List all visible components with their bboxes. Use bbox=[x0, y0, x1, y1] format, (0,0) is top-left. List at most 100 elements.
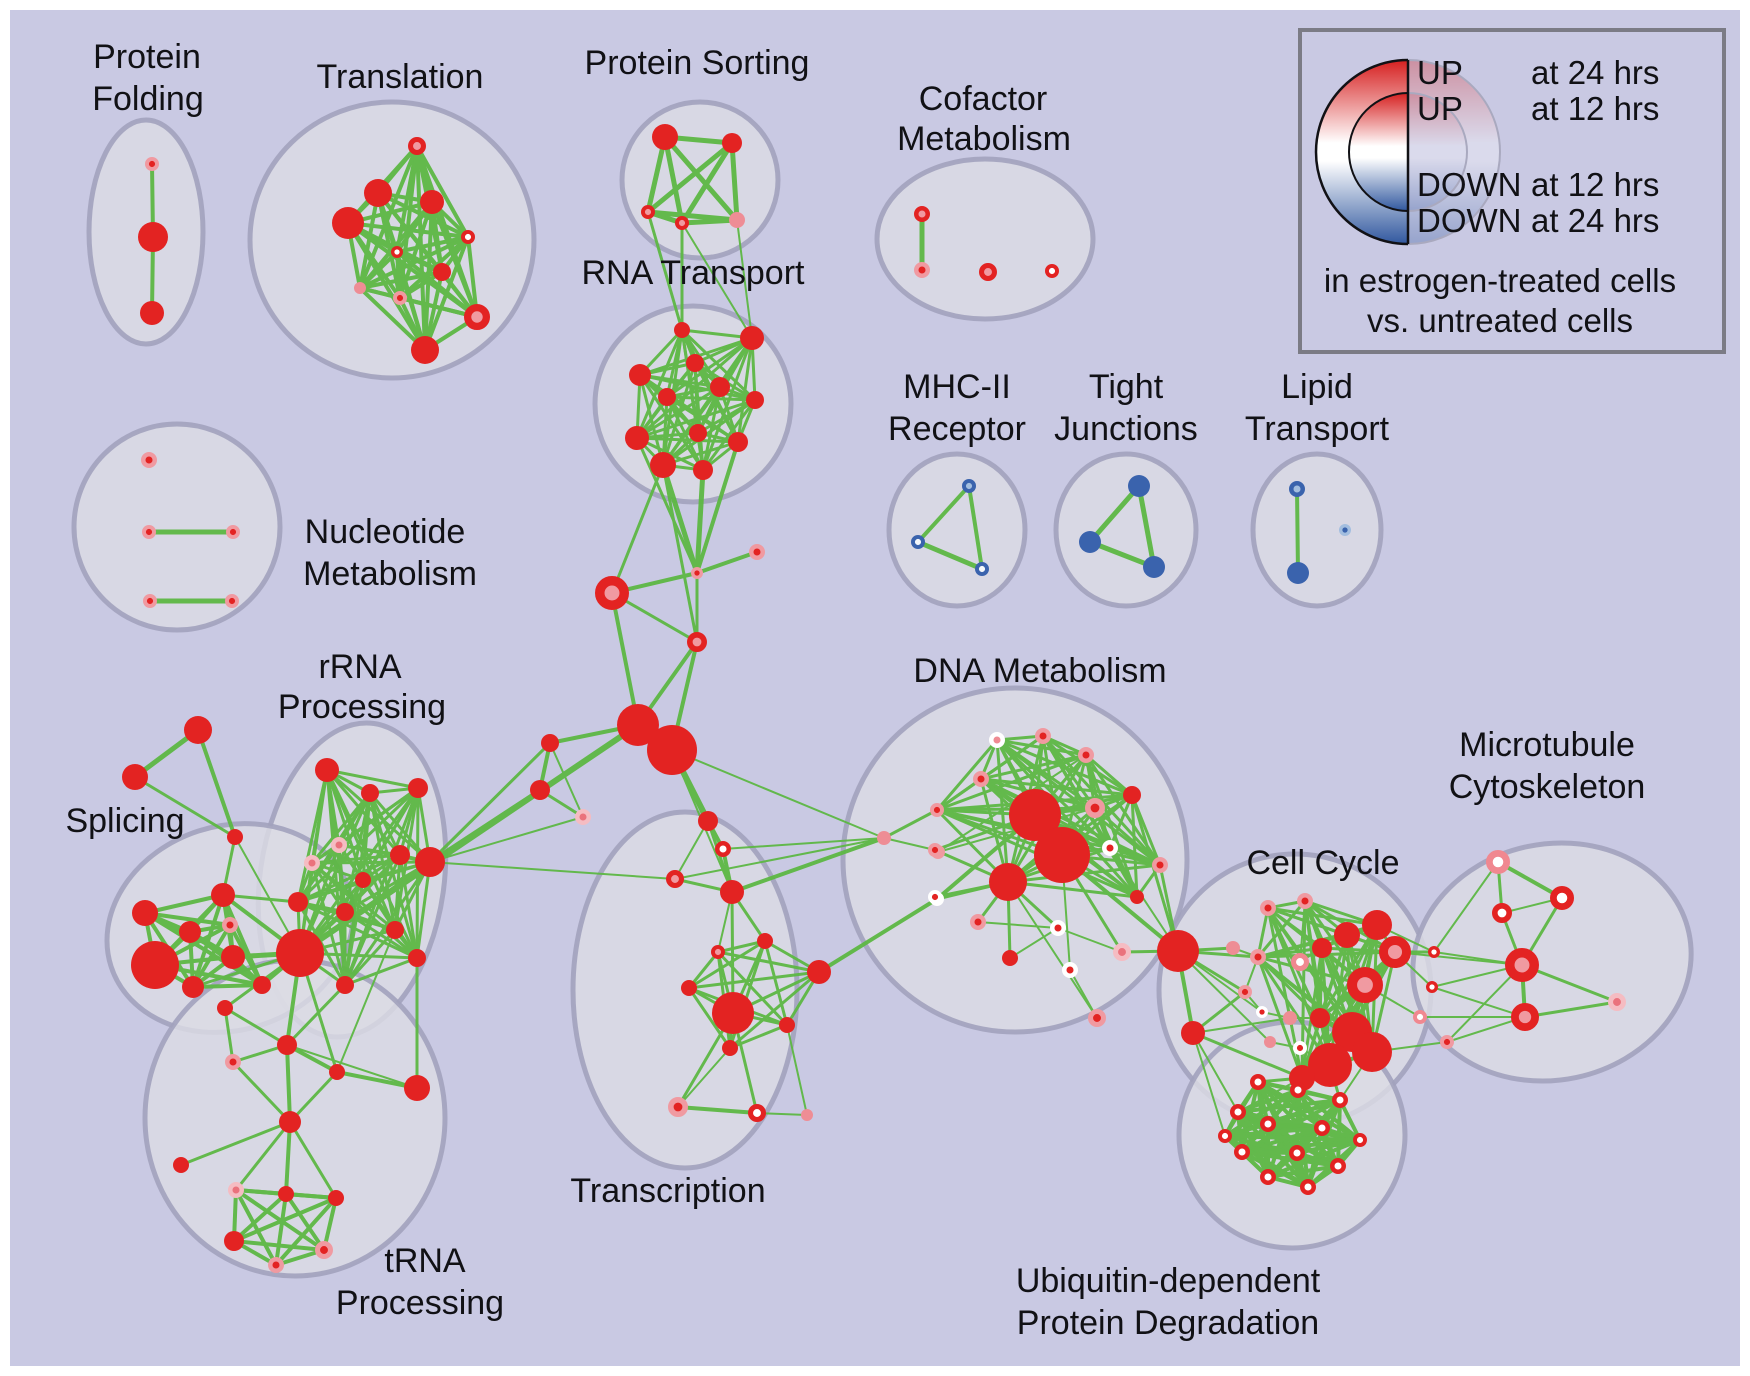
network-node bbox=[1151, 856, 1168, 873]
network-node bbox=[1229, 1103, 1246, 1120]
legend-caption-line1: in estrogen-treated cells bbox=[1324, 262, 1676, 299]
network-node bbox=[141, 451, 158, 468]
network-node bbox=[1259, 1168, 1276, 1185]
network-node bbox=[1264, 1036, 1276, 1048]
network-node bbox=[1283, 1011, 1297, 1025]
network-node bbox=[748, 1104, 767, 1123]
network-node bbox=[711, 945, 726, 960]
network-node bbox=[122, 764, 148, 790]
network-node bbox=[1312, 938, 1332, 958]
legend-updown-glyph-right bbox=[1408, 59, 1501, 245]
legend-row-label: UP bbox=[1417, 90, 1463, 127]
legend-box bbox=[1298, 28, 1726, 354]
network-node bbox=[1505, 948, 1540, 983]
network-node bbox=[1233, 1143, 1250, 1160]
network-node bbox=[328, 1190, 344, 1206]
network-node bbox=[574, 808, 591, 825]
network-node bbox=[184, 716, 212, 744]
cluster-label: Splicing bbox=[65, 802, 184, 840]
network-node bbox=[1412, 1010, 1427, 1025]
network-node bbox=[460, 230, 475, 245]
cluster-nucleotide-metabolism-ellipse bbox=[71, 421, 283, 633]
legend-row-time: at 12 hrs bbox=[1531, 90, 1659, 127]
network-node bbox=[277, 1035, 297, 1055]
cluster-label: Cell Cycle bbox=[1246, 844, 1399, 882]
legend-row-label: DOWN bbox=[1417, 166, 1521, 203]
network-node bbox=[390, 845, 410, 865]
network-node bbox=[1259, 899, 1276, 916]
network-node bbox=[1291, 953, 1310, 972]
network-node bbox=[629, 364, 651, 386]
network-node bbox=[225, 1053, 242, 1070]
legend-caption-line2: vs. untreated cells bbox=[1367, 302, 1633, 339]
network-node bbox=[686, 631, 707, 652]
network-node bbox=[1347, 966, 1384, 1003]
network-node bbox=[989, 863, 1027, 901]
network-node bbox=[617, 704, 659, 746]
cluster-label: Folding bbox=[92, 80, 204, 118]
network-node bbox=[1256, 1005, 1269, 1018]
network-node bbox=[928, 843, 943, 858]
network-node bbox=[595, 576, 630, 611]
network-node bbox=[1077, 746, 1094, 763]
network-node bbox=[740, 326, 764, 350]
network-node bbox=[1492, 902, 1513, 923]
network-node bbox=[1511, 1002, 1540, 1031]
cluster-label: Protein Sorting bbox=[585, 44, 810, 82]
network-node bbox=[278, 1186, 294, 1202]
network-node bbox=[972, 770, 989, 787]
cluster-label: MHC-II bbox=[903, 368, 1011, 406]
legend: UP at 24 hrs UP at 12 hrs DOWN at 12 hrs DOWN a… bbox=[1298, 28, 1726, 354]
network-node bbox=[330, 836, 347, 853]
network-node bbox=[689, 424, 707, 442]
legend-row-label: UP bbox=[1417, 54, 1463, 91]
network-node bbox=[420, 190, 444, 214]
network-node bbox=[1313, 1119, 1330, 1136]
network-node bbox=[1608, 993, 1627, 1012]
network-node bbox=[748, 543, 765, 560]
network-node bbox=[182, 976, 204, 998]
cluster-label: Ubiquitin-dependent bbox=[1016, 1262, 1321, 1300]
network-node bbox=[1329, 1157, 1346, 1174]
network-node bbox=[1362, 910, 1392, 940]
network-node bbox=[1288, 1144, 1305, 1161]
network-node bbox=[143, 594, 158, 609]
cluster-label: Metabolism bbox=[303, 555, 477, 593]
cluster-label: Cytoskeleton bbox=[1449, 768, 1646, 806]
network-node bbox=[1249, 948, 1266, 965]
network-node bbox=[962, 478, 977, 493]
network-node bbox=[179, 921, 201, 943]
network-node bbox=[315, 758, 339, 782]
network-node bbox=[1339, 523, 1352, 536]
network-node bbox=[142, 525, 157, 540]
network-node bbox=[722, 133, 742, 153]
network-node bbox=[354, 282, 366, 294]
network-node bbox=[807, 960, 831, 984]
network-node bbox=[710, 377, 730, 397]
cluster-label: Tight bbox=[1089, 368, 1164, 406]
legend-row-time: at 12 hrs bbox=[1531, 166, 1659, 203]
network-node bbox=[1259, 1115, 1276, 1132]
cluster-label: Translation bbox=[317, 58, 484, 96]
network-node bbox=[1308, 1043, 1352, 1087]
network-node bbox=[411, 336, 439, 364]
network-node bbox=[131, 941, 179, 989]
network-node bbox=[392, 290, 407, 305]
network-node bbox=[138, 222, 168, 252]
cluster-lipid-transport-ellipse bbox=[1250, 451, 1384, 609]
network-node bbox=[314, 1241, 333, 1260]
network-node bbox=[227, 829, 243, 845]
network-node bbox=[390, 245, 403, 258]
network-node bbox=[729, 212, 745, 228]
network-node bbox=[650, 452, 676, 478]
network-node bbox=[686, 354, 704, 372]
network-node bbox=[757, 933, 773, 949]
network-node bbox=[1049, 919, 1066, 936]
network-node bbox=[1299, 1178, 1316, 1195]
network-node bbox=[267, 1256, 284, 1273]
network-node bbox=[1334, 922, 1360, 948]
network-node bbox=[690, 566, 703, 579]
network-node bbox=[1085, 797, 1106, 818]
cluster-label: Processing bbox=[336, 1284, 504, 1322]
